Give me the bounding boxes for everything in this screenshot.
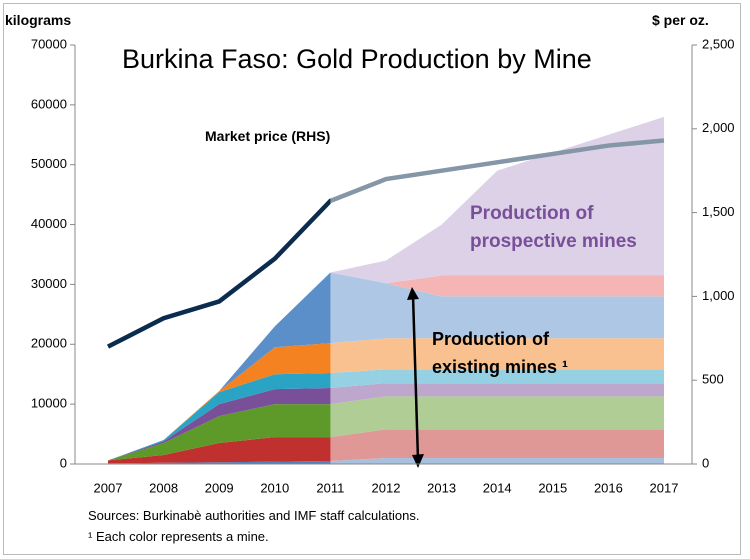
x-tick-label: 2009	[205, 480, 234, 495]
chart-title: Burkina Faso: Gold Production by Mine	[122, 44, 592, 74]
y-tick-label: 60000	[31, 96, 67, 111]
annotation: Market price (RHS)	[205, 128, 331, 144]
y-tick-label: 20000	[31, 336, 67, 351]
annotation: Production of existing mines ¹	[432, 329, 569, 377]
y-axis-label: kilograms	[5, 12, 72, 28]
y-tick-label: 10000	[31, 396, 67, 411]
y-tick-label: 50000	[31, 156, 67, 171]
y2-tick-label: 0	[702, 455, 709, 470]
projection-shade	[330, 40, 691, 464]
source-note: Sources: Burkinabè authorities and IMF s…	[88, 508, 420, 523]
y2-tick-label: 1,500	[702, 204, 735, 219]
x-tick-label: 2008	[149, 480, 178, 495]
y2-tick-label: 1,000	[702, 288, 735, 303]
y-tick-label: 70000	[31, 36, 67, 51]
y2-tick-label: 2,000	[702, 120, 735, 135]
x-tick-label: 2017	[650, 480, 679, 495]
arrow	[411, 294, 420, 461]
frame	[3, 3, 741, 555]
x-tick-label: 2016	[594, 480, 623, 495]
annotation: Production of prospective mines	[470, 203, 637, 252]
area	[108, 383, 664, 461]
y-tick-label: 30000	[31, 276, 67, 291]
footnote: ¹ Each color represents a mine.	[88, 529, 269, 544]
y2-tick-label: 2,500	[702, 36, 735, 51]
y2-tick-label: 500	[702, 372, 724, 387]
x-tick-label: 2010	[260, 480, 289, 495]
x-tick-label: 2014	[483, 480, 512, 495]
x-tick-label: 2007	[94, 480, 123, 495]
y-tick-label: 40000	[31, 216, 67, 231]
y-tick-label: 0	[60, 455, 67, 470]
x-tick-label: 2015	[538, 480, 567, 495]
area	[108, 369, 664, 461]
x-tick-label: 2013	[427, 480, 456, 495]
x-tick-label: 2012	[372, 480, 401, 495]
x-tick-label: 2011	[316, 480, 344, 495]
y2-axis-label: $ per oz.	[652, 12, 709, 28]
